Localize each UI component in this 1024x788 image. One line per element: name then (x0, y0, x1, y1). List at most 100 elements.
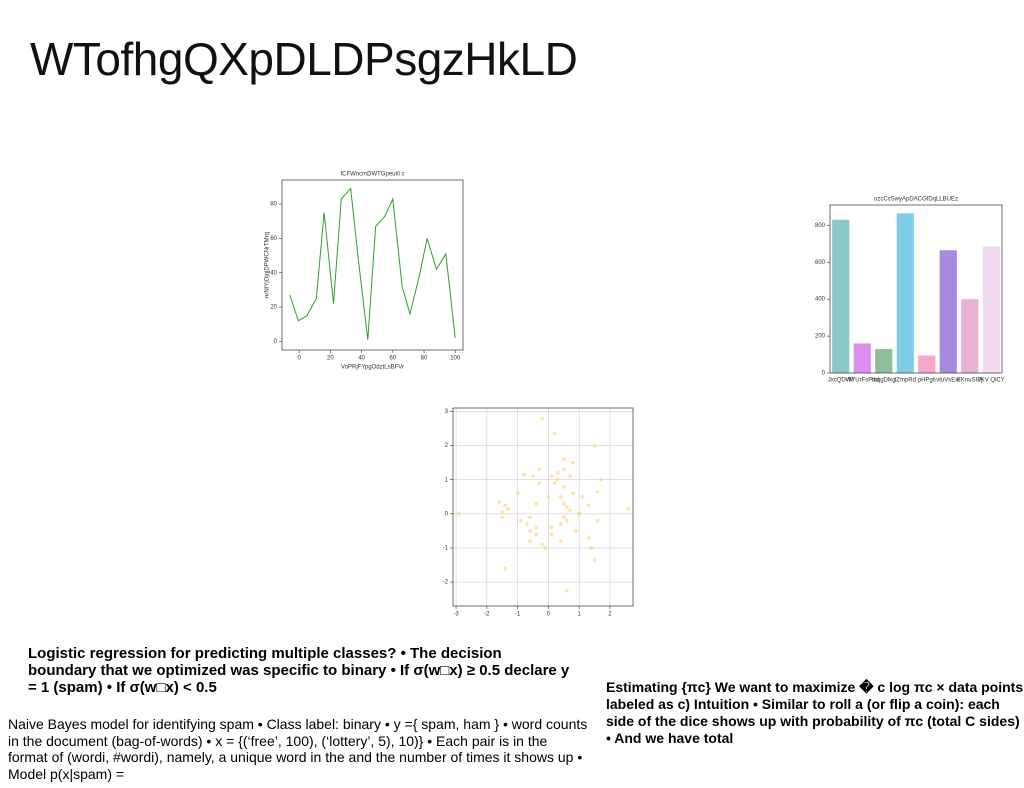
scatter-point (503, 566, 508, 571)
scatter-point (528, 539, 532, 543)
x-tick-label: -1 (515, 612, 521, 618)
y-tick-label: 1 (445, 477, 449, 483)
scatter-point (497, 500, 501, 504)
scatter-point (561, 515, 566, 520)
scatter-point (555, 477, 560, 482)
scatter-point (561, 457, 566, 462)
x-tick-label: tZmpRd (895, 378, 916, 384)
x-tick-label: -2 (484, 612, 490, 618)
scatter-point (540, 542, 545, 547)
bar (853, 343, 871, 373)
scatter-point (561, 467, 566, 472)
text-block: Estimating {πc} We want to maximize � c … (606, 679, 1024, 746)
scatter-point (503, 503, 508, 508)
scatter-point (549, 525, 554, 530)
scatter-point (537, 481, 541, 485)
scatter-point (500, 510, 505, 514)
x-tick-label: 2 (608, 612, 612, 618)
scatter-point (577, 512, 581, 516)
scatter-point (568, 508, 572, 513)
x-tick-label: 40 (358, 356, 365, 362)
scatter-point (457, 512, 461, 516)
x-axis-label: VoPRjFYpgOdztLsBFVr (341, 365, 404, 371)
scatter-point (515, 491, 520, 496)
x-tick-label: 100 (450, 356, 461, 362)
y-tick-label: 600 (815, 260, 826, 266)
x-tick-label: JKV QiCY (978, 378, 1005, 384)
x-tick-label: 20 (327, 356, 334, 362)
plot-frame (829, 204, 1003, 374)
scatter-point (574, 529, 578, 533)
x-tick-label: 1 (577, 612, 581, 618)
plot-frame (452, 407, 634, 607)
scatter-point (537, 467, 541, 472)
scatter-point (528, 515, 532, 520)
text-block: Logistic regression for predicting multi… (28, 645, 570, 696)
bar (939, 250, 957, 373)
scatter-point (565, 588, 569, 593)
scatter-point (626, 506, 631, 511)
y-tick-label: 0 (274, 339, 278, 345)
y-tick-label: 400 (815, 297, 826, 303)
scatter-point (506, 506, 511, 511)
scatter-point (546, 494, 551, 499)
bar (982, 246, 1000, 373)
scatter-point (561, 501, 566, 506)
scatter-point (525, 522, 529, 526)
scatter-point (534, 532, 538, 537)
bar (875, 349, 893, 373)
slide-title: WTofhgQXpDLDPsgzHkLD (30, 33, 578, 85)
scatter-point (549, 532, 554, 537)
scatter-point (549, 474, 554, 479)
scatter-point (571, 491, 575, 496)
y-tick-label: 40 (270, 270, 277, 276)
scatter-point (531, 474, 535, 479)
scatter-point (500, 515, 505, 520)
bar (832, 219, 850, 373)
x-tick-label: WYUrFsPnd (846, 378, 879, 384)
y-tick-label: 80 (270, 202, 277, 208)
plot-frame (281, 179, 464, 351)
scatter-point (521, 472, 526, 477)
x-tick-label: EKnuSIPj (957, 378, 983, 384)
scatter-point (580, 494, 585, 499)
scatter-point (552, 431, 557, 436)
scatter-point (571, 460, 575, 465)
y-tick-label: 20 (270, 305, 277, 311)
x-tick-label: 60 (389, 356, 396, 362)
chart-title: fCFWncmDWTGpeukl c (340, 172, 404, 178)
scatter-point (595, 518, 600, 523)
bar (896, 213, 914, 373)
scatter-point (534, 525, 538, 530)
scatter-point (558, 539, 563, 543)
x-tick-label: -3 (453, 612, 459, 618)
scatter-point (552, 481, 557, 485)
x-tick-label: pHPgti (918, 378, 936, 384)
x-tick-label: 0 (297, 356, 301, 362)
y-tick-label: 800 (815, 223, 826, 229)
charts: fCFWncmDWTGpeukl c VoPRjFYpgOdztLsBFVr nrN… (265, 172, 1005, 618)
scatter-point (558, 522, 563, 526)
text-block: Naive Bayes model for identifying spam •… (8, 716, 588, 782)
scatter-point (561, 484, 566, 489)
y-tick-label: 200 (815, 334, 826, 340)
y-tick-label: -2 (443, 580, 449, 586)
line-series (289, 187, 456, 340)
y-tick-label: 0 (822, 371, 826, 377)
scatter-point (586, 535, 591, 540)
scatter-point (568, 474, 572, 479)
scatter-point (534, 501, 538, 506)
y-tick-label: 3 (445, 409, 449, 415)
scatter-point (589, 546, 594, 550)
scatter-point (558, 494, 563, 499)
bar (961, 299, 979, 373)
y-tick-label: 2 (445, 443, 449, 449)
scatter-point (528, 529, 532, 533)
chart-title: uzcCcSwyApDACGfDqLLBUEz (874, 197, 958, 203)
scatter-point (518, 518, 523, 523)
scatter-point (595, 489, 600, 494)
bar (918, 355, 936, 373)
x-tick-label: tbqgDlkg (872, 378, 896, 384)
scatter-point (592, 443, 597, 448)
y-tick-label: 0 (445, 511, 449, 517)
